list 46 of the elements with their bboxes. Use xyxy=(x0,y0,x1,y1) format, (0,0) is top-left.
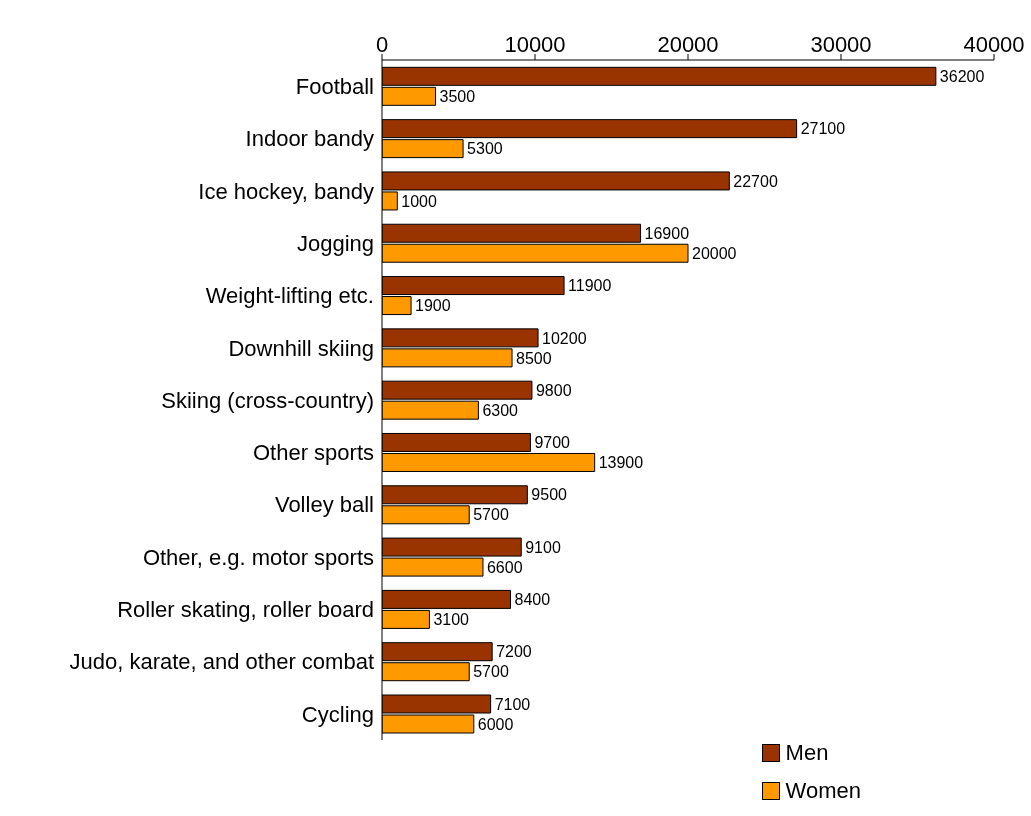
data-label: 7100 xyxy=(494,695,531,713)
y-tick-label: Volley ball xyxy=(274,492,374,518)
data-label: 1900 xyxy=(415,297,451,315)
data-label: 7200 xyxy=(496,643,532,661)
data-label: 11900 xyxy=(568,277,612,295)
x-tick-label: 30000 xyxy=(810,32,872,57)
data-label: 3100 xyxy=(433,611,470,629)
data-label: 6600 xyxy=(486,558,523,576)
data-label: 3500 xyxy=(439,88,476,105)
y-tick-label: Judo, karate, and other combat xyxy=(69,649,374,675)
data-label: 9800 xyxy=(535,381,572,399)
data-label: 9500 xyxy=(531,486,568,504)
data-label: 20000 xyxy=(692,244,737,262)
y-tick-label: Skiing (cross-country) xyxy=(161,387,374,413)
y-tick-label: Cycling xyxy=(301,701,374,727)
x-tick-label: 20000 xyxy=(657,32,719,57)
data-label: 8500 xyxy=(516,349,552,367)
y-tick-label: Other, e.g. motor sports xyxy=(142,544,374,570)
y-tick-label: Weight-lifting etc. xyxy=(205,283,374,309)
data-label: 22700 xyxy=(733,172,778,190)
y-tick-label: Jogging xyxy=(296,230,374,256)
data-label: 9700 xyxy=(534,434,571,452)
y-tick-label: Indoor bandy xyxy=(245,126,374,152)
y-tick-label: Football xyxy=(295,73,374,99)
data-label: 1000 xyxy=(401,192,437,210)
data-label: 6000 xyxy=(477,715,514,733)
data-label: 5700 xyxy=(473,663,509,681)
x-tick-label: 10000 xyxy=(504,32,566,57)
legend-label: Men xyxy=(785,740,829,766)
data-label: 36200 xyxy=(939,68,985,85)
data-label: 10200 xyxy=(542,329,587,347)
data-label: 8400 xyxy=(514,591,551,609)
legend-label: Women xyxy=(785,778,861,804)
y-tick-label: Ice hockey, bandy xyxy=(198,178,374,204)
data-label: 27100 xyxy=(800,120,846,138)
x-tick-label: 0 xyxy=(375,32,389,57)
data-label: 5700 xyxy=(473,506,509,524)
data-label: 6300 xyxy=(482,401,519,419)
data-label: 13900 xyxy=(598,454,644,472)
x-tick-label: 40000 xyxy=(963,32,1025,57)
y-tick-label: Roller skating, roller board xyxy=(117,597,374,623)
data-label: 16900 xyxy=(644,224,690,242)
y-tick-label: Other sports xyxy=(252,440,374,466)
y-tick-label: Downhill skiing xyxy=(228,335,374,361)
data-label: 9100 xyxy=(525,538,561,556)
data-label: 5300 xyxy=(467,140,503,158)
